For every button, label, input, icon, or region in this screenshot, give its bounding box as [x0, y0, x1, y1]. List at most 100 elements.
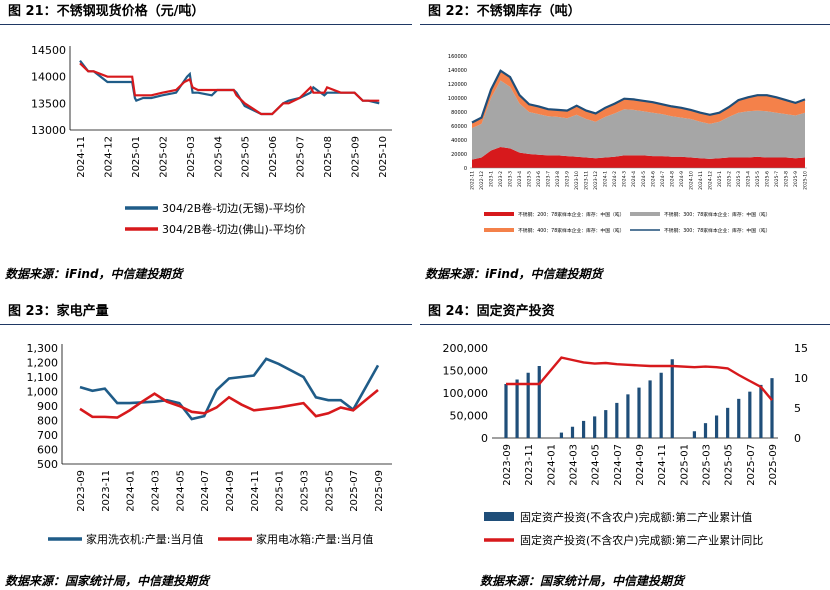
x-tick-label: 2024-4	[631, 171, 637, 187]
legend-label: 不锈钢：400：78家样本企业：库存：中国（吨）	[518, 227, 624, 234]
y-tick-label: 140000	[448, 68, 467, 74]
bar	[670, 359, 674, 438]
x-tick-label: 2024-6	[650, 171, 656, 187]
x-tick-label: 2025-09	[351, 136, 362, 178]
x-tick-label: 2024-9	[679, 171, 685, 187]
y2-tick-label: 10	[794, 372, 808, 385]
x-tick-label: 2023-8	[555, 171, 561, 187]
y-tick-label: 100000	[448, 96, 467, 102]
title-divider	[0, 24, 412, 25]
x-tick-label: 2025-02	[158, 136, 169, 178]
x-tick-label: 2023-4	[517, 171, 523, 187]
y-tick-label: 13000	[31, 124, 66, 137]
y-tick-label: 700	[37, 429, 58, 442]
x-tick-label: 2025-10	[803, 171, 809, 190]
y-tick-label: 100,000	[443, 387, 489, 400]
y-tick-label: 200,000	[443, 342, 489, 355]
x-tick-label: 2025-09	[374, 470, 385, 512]
y2-tick-label: 5	[794, 402, 801, 415]
bar	[759, 384, 763, 438]
bar	[515, 379, 519, 438]
x-tick-label: 2024-11	[698, 171, 704, 190]
x-tick-label: 2023-10	[574, 171, 580, 190]
x-tick-label: 2023-11	[584, 171, 590, 190]
y-tick-label: 150,000	[443, 365, 489, 378]
y-tick-label: 80000	[451, 110, 467, 116]
panel-appliance-output: 图 23：家电产量 500 600 700 800 900 1,000 1,100 1,200…	[0, 300, 412, 590]
y-tick-label: 800	[37, 415, 58, 428]
x-tick-label: 2025-05	[724, 444, 735, 486]
x-tick-label: 2025-03	[300, 470, 311, 512]
x-tick-label: 2024-3	[622, 171, 628, 187]
y-tick-label: 500	[37, 458, 58, 471]
bar	[537, 366, 541, 438]
y2-tick-label: 0	[794, 432, 801, 445]
stacked-area	[472, 80, 805, 160]
x-tick-label: 2024-2	[612, 171, 618, 187]
stacked-area	[472, 70, 805, 129]
x-tick-label: 2025-8	[783, 171, 789, 187]
x-tick-label: 2023-2	[498, 171, 504, 187]
bar	[615, 402, 619, 438]
x-tick-label: 2025-06	[268, 136, 279, 178]
x-tick-label: 2025-3	[736, 171, 742, 187]
x-tick-label: 2024-05	[591, 444, 602, 486]
x-tick-label: 2025-05	[241, 136, 252, 178]
x-tick-label: 2023-09	[76, 470, 87, 512]
bar	[714, 415, 719, 438]
series-line	[79, 62, 380, 116]
chart-fixed-investment: 0 50,000 100,000 150,000 200,000 0 5 10 15 2023-0…	[443, 342, 809, 547]
x-tick-label: 2024-03	[569, 444, 580, 486]
bar	[604, 410, 608, 438]
legend-label: 固定资产投资(不含农户)完成额:第二产业累计同比	[520, 533, 763, 547]
x-tick-label: 2025-07	[746, 444, 757, 486]
x-tick-label: 2023-11	[101, 470, 112, 512]
x-tick-label: 2025-10	[378, 136, 389, 178]
bar	[748, 391, 752, 438]
y-tick-label: 1,300	[27, 342, 59, 355]
x-tick-label: 2024-01	[546, 444, 557, 486]
y-tick-label: 1,000	[27, 386, 59, 399]
x-tick-label: 2024-09	[635, 444, 646, 486]
x-tick-label: 2024-09	[225, 470, 236, 512]
x-tick-label: 2023-11	[524, 444, 535, 486]
y-tick-label: 50,000	[450, 410, 489, 423]
y-tick-label: 120000	[448, 82, 467, 88]
y-tick-label: 1,200	[27, 357, 59, 370]
x-tick-label: 2025-05	[324, 470, 335, 512]
bar	[659, 372, 663, 438]
chart-title: 图 21：不锈钢现货价格（元/吨）	[8, 4, 205, 19]
y-tick-label: 0	[464, 166, 467, 172]
x-tick-label: 2025-03	[186, 136, 197, 178]
legend-label: 不锈钢：300：78家样本企业：库存：中国（吨）	[664, 227, 770, 234]
title-divider	[0, 324, 412, 325]
bar	[526, 372, 530, 438]
panel-steel-inventory: 图 22：不锈钢库存（吨） 0 20000 40000 60000 80000 10000…	[420, 0, 830, 290]
panel-fixed-investment: 图 24：固定资产投资 0 50,000 100,000 150,000 200,000…	[420, 300, 830, 590]
bar	[581, 420, 586, 438]
bar	[593, 416, 597, 438]
x-tick-label: 2024-12	[707, 171, 713, 190]
x-tick-label: 2024-1	[603, 171, 609, 187]
x-tick-label: 2025-1	[717, 171, 723, 187]
legend-label: 不锈钢：200：78家样本企业：库存：中国（吨）	[518, 211, 624, 218]
bar	[504, 384, 508, 438]
x-tick-label: 2024-11	[250, 470, 261, 512]
y-tick-label: 160000	[448, 54, 467, 60]
x-tick-label: 2023-12	[593, 171, 599, 190]
x-tick-label: 2024-8	[669, 171, 675, 187]
x-tick-label: 2025-01	[131, 136, 142, 178]
x-tick-label: 2024-7	[660, 171, 666, 187]
x-tick-label: 2025-6	[764, 171, 770, 187]
x-tick-label: 2024-01	[126, 470, 137, 512]
chart-title: 图 23：家电产量	[8, 304, 109, 319]
x-tick-label: 2023-6	[536, 171, 542, 187]
legend-label: 304/2B卷-切边(佛山)-平均价	[162, 222, 306, 236]
bar	[648, 380, 652, 438]
x-tick-label: 2025-09	[768, 444, 779, 486]
stacked-area	[472, 147, 805, 168]
bar	[692, 431, 697, 438]
x-tick-label: 2022-12	[479, 171, 485, 190]
y-tick-label: 60000	[451, 124, 467, 130]
